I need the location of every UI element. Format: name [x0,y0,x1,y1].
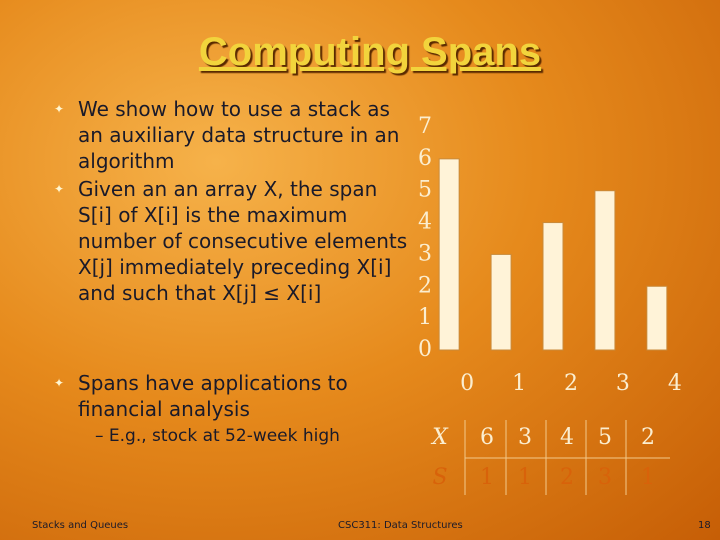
table-cell: 2 [641,425,655,450]
table-cell: 3 [518,425,532,450]
y-tick-label: 3 [418,241,432,266]
page-number: 18 [698,520,711,531]
y-tick-label: 5 [418,178,432,203]
x-tick-label: 2 [564,371,578,396]
table-cell: 6 [480,425,494,450]
y-tick-label: 0 [418,337,432,362]
x-tick-label: 4 [668,371,682,396]
title: Computing Spans [198,30,542,74]
table-cell: 1 [518,465,532,490]
table-cell: 1 [480,465,494,490]
sub-bullet: – E.g., stock at 52-week high [95,426,340,446]
x-tick-label: 0 [460,371,474,396]
table-cell: 4 [560,425,574,450]
bar [594,190,616,351]
bullet: We show how to use a stack as an auxilia… [54,96,413,174]
bullet: Given an an array X, the span S[i] of X[… [54,176,413,306]
y-tick-label: 2 [418,273,432,298]
table-cell: 3 [598,465,612,490]
table-cell: 2 [560,465,574,490]
bar [646,285,668,351]
row-header: S [432,465,447,490]
y-tick-label: 4 [418,210,432,235]
footer-center: CSC311: Data Structures [338,520,463,531]
bar [490,253,512,351]
x-tick-label: 3 [616,371,630,396]
y-tick-label: 7 [418,114,432,139]
row-header: X [430,425,449,450]
bullet: Spans have applications to financial ana… [54,370,413,422]
footer-left: Stacks and Queues [32,520,129,531]
x-tick-label: 1 [512,371,526,396]
y-tick-label: 6 [418,146,432,171]
bar [542,222,564,351]
bar [438,158,460,351]
table-cell: 5 [598,425,612,450]
y-tick-label: 1 [418,305,432,330]
table-cell: 1 [641,465,655,490]
